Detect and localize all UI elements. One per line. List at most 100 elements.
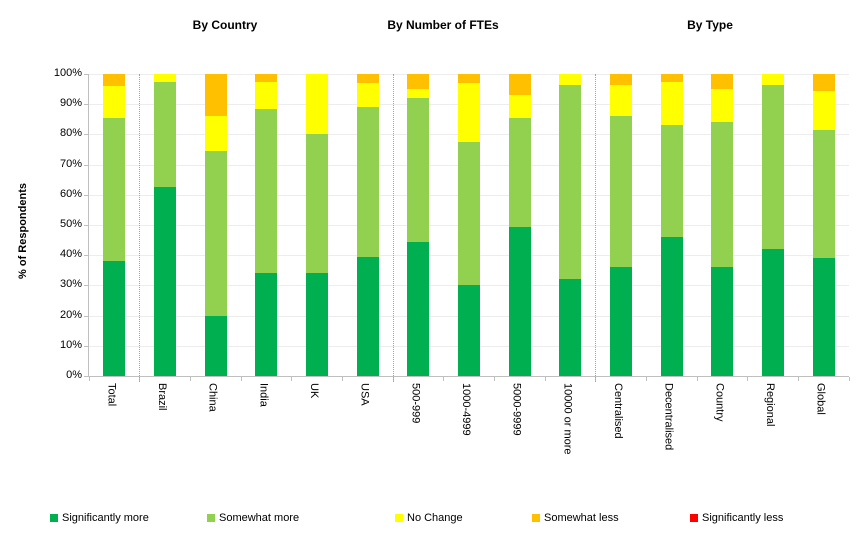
bar-segment bbox=[407, 89, 430, 99]
y-tick-mark bbox=[84, 74, 88, 75]
bar-segment bbox=[407, 241, 430, 376]
bar-segment bbox=[762, 74, 784, 85]
bar-segment bbox=[812, 90, 835, 130]
x-tick-mark bbox=[797, 377, 799, 381]
group-separator bbox=[392, 74, 394, 382]
bar-segment bbox=[154, 187, 176, 376]
bar-segment bbox=[356, 83, 379, 108]
y-tick-mark bbox=[84, 164, 88, 166]
bar-1000-4999 bbox=[458, 74, 480, 376]
bar-segment bbox=[356, 74, 379, 84]
bar-china bbox=[204, 74, 227, 376]
bar-segment bbox=[508, 95, 531, 118]
bar-segment bbox=[610, 84, 632, 117]
bar-segment bbox=[306, 273, 328, 376]
bar-segment bbox=[508, 226, 531, 376]
bar-segment bbox=[407, 74, 430, 90]
bar-segment bbox=[154, 74, 176, 82]
category-label: Centralised bbox=[612, 383, 624, 439]
legend-item-significantly-more: Significantly more bbox=[50, 512, 149, 524]
bar-segment bbox=[812, 129, 835, 259]
legend-swatch-somewhat-less bbox=[532, 514, 540, 522]
y-tick-label: 30% bbox=[59, 278, 82, 291]
category-label: Brazil bbox=[156, 383, 168, 411]
bar-segment bbox=[255, 108, 278, 274]
bar-segment bbox=[103, 74, 126, 87]
bar-segment bbox=[356, 107, 379, 257]
x-tick-mark bbox=[544, 377, 546, 381]
legend-item-no-change: No Change bbox=[395, 512, 463, 524]
x-tick-mark bbox=[291, 377, 293, 381]
bar-global bbox=[812, 74, 835, 376]
legend-label: Somewhat more bbox=[219, 512, 300, 524]
y-tick-label: 40% bbox=[59, 248, 82, 261]
bar-segment bbox=[103, 261, 126, 376]
bar-india bbox=[255, 74, 278, 376]
x-tick-mark bbox=[189, 377, 191, 381]
bar-segment bbox=[660, 125, 683, 238]
category-label: USA bbox=[358, 383, 371, 406]
legend-label: Somewhat less bbox=[544, 512, 619, 524]
y-tick-mark bbox=[84, 134, 88, 136]
bar-segment bbox=[610, 267, 632, 376]
y-tick-label: 0% bbox=[66, 369, 82, 381]
x-tick-mark bbox=[747, 377, 749, 381]
legend-item-significantly-less: Significantly less bbox=[690, 512, 783, 524]
bar-segment bbox=[255, 273, 278, 376]
bar-segment bbox=[559, 74, 582, 85]
category-label: 5000-9999 bbox=[510, 383, 523, 436]
x-tick-mark bbox=[696, 377, 698, 381]
bar-5000-9999 bbox=[508, 74, 531, 376]
bar-segment bbox=[660, 237, 683, 376]
bar-segment bbox=[458, 74, 480, 84]
bar-total bbox=[103, 74, 126, 376]
y-tick-mark bbox=[84, 285, 88, 287]
x-tick-mark bbox=[88, 377, 90, 381]
bar-segment bbox=[812, 258, 835, 376]
bar-usa bbox=[356, 74, 379, 376]
bar-segment bbox=[711, 267, 734, 376]
legend: Significantly more Somewhat more No Chan… bbox=[0, 512, 860, 532]
bar-segment bbox=[508, 74, 531, 96]
y-tick-label: 70% bbox=[59, 157, 82, 170]
y-tick-label: 100% bbox=[53, 67, 82, 79]
bar-segment bbox=[508, 117, 531, 227]
bar-segment bbox=[711, 89, 734, 123]
y-tick-label: 60% bbox=[59, 187, 82, 200]
bar-segment bbox=[660, 74, 683, 82]
y-tick-mark bbox=[84, 376, 88, 377]
bar-500-999 bbox=[407, 74, 430, 376]
bar-segment bbox=[204, 151, 227, 316]
x-tick-mark bbox=[493, 377, 495, 381]
x-tick-mark bbox=[341, 377, 343, 381]
group-header-by-country: By Country bbox=[192, 18, 258, 32]
group-header-by-number-of-ftes: By Number of FTEs bbox=[387, 18, 499, 32]
legend-item-somewhat-less: Somewhat less bbox=[532, 512, 619, 524]
y-tick-label: 50% bbox=[59, 218, 82, 230]
bar-regional bbox=[762, 74, 784, 376]
category-label: Global bbox=[814, 383, 827, 415]
bar-segment bbox=[559, 84, 582, 280]
bar-segment bbox=[103, 117, 126, 262]
bar-segment bbox=[407, 98, 430, 242]
legend-swatch-no-change bbox=[395, 514, 403, 522]
category-label: 1000-4999 bbox=[460, 383, 472, 436]
bar-segment bbox=[204, 315, 227, 376]
bar-segment bbox=[812, 74, 835, 91]
bar-segment bbox=[610, 116, 632, 268]
y-tick-mark bbox=[84, 104, 88, 106]
bar-segment bbox=[762, 84, 784, 250]
bar-segment bbox=[762, 249, 784, 376]
category-label: Regional bbox=[764, 383, 776, 427]
y-axis-tick-labels: 0% 10% 20% 30% 40% 50% 60% 70% 80% 90% 100% bbox=[38, 68, 82, 381]
category-label: UK bbox=[308, 383, 320, 399]
legend-swatch-somewhat-more bbox=[207, 514, 215, 522]
legend-label: Significantly less bbox=[702, 512, 784, 524]
x-axis-category-labels: Total Brazil China India UK USA 500-999 1000-49… bbox=[88, 383, 848, 493]
bar-10000-or-more bbox=[559, 74, 582, 376]
category-label: Decentralised bbox=[662, 383, 675, 451]
bar-segment bbox=[103, 86, 126, 118]
x-tick-mark bbox=[240, 377, 242, 381]
bar-uk bbox=[306, 74, 328, 376]
